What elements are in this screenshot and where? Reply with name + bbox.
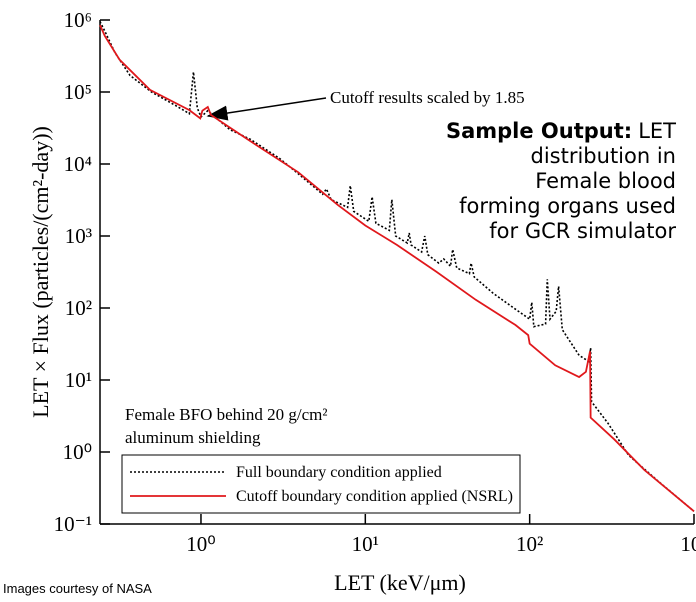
caption: Images courtesy of NASA — [3, 581, 152, 596]
y-tick-label: 10⁰ — [63, 440, 92, 464]
y-tick-label: 10¹ — [65, 368, 92, 392]
inset-text: aluminum shielding — [125, 428, 261, 447]
series-line — [99, 24, 695, 513]
x-axis-label: LET (keV/μm) — [334, 570, 466, 595]
x-tick-label: 10² — [516, 532, 543, 556]
note-line: Female blood — [535, 169, 676, 193]
x-tick-label: 10⁰ — [186, 532, 215, 556]
y-tick-label: 10² — [65, 296, 92, 320]
annotation: Cutoff results scaled by 1.85 — [330, 88, 525, 107]
x-tick-label: 10³ — [680, 532, 696, 556]
note-line: for GCR simulator — [489, 219, 676, 243]
note-line: Sample Output: LET — [446, 119, 676, 143]
annotation-arrow — [206, 97, 327, 121]
note-line: forming organs used — [459, 194, 676, 218]
series-line — [99, 21, 695, 512]
y-tick-label: 10⁻¹ — [54, 512, 92, 536]
inset-text: Female BFO behind 20 g/cm² — [125, 405, 327, 424]
legend-label: Cutoff boundary condition applied (NSRL) — [236, 488, 513, 505]
y-axis-label: LET × Flux (particles/(cm²-day)) — [28, 126, 53, 418]
note-text: LET — [638, 119, 676, 143]
x-tick-label: 10¹ — [352, 532, 379, 556]
legend-box — [121, 454, 521, 514]
note-title: Sample Output: — [446, 119, 632, 143]
y-tick-label: 10³ — [65, 224, 92, 248]
y-tick-label: 10⁵ — [64, 80, 92, 104]
y-tick-label: 10⁴ — [64, 152, 92, 176]
legend-label: Full boundary condition applied — [236, 464, 442, 481]
y-tick-label: 10⁶ — [64, 8, 92, 32]
note-line: distribution in — [531, 144, 677, 168]
